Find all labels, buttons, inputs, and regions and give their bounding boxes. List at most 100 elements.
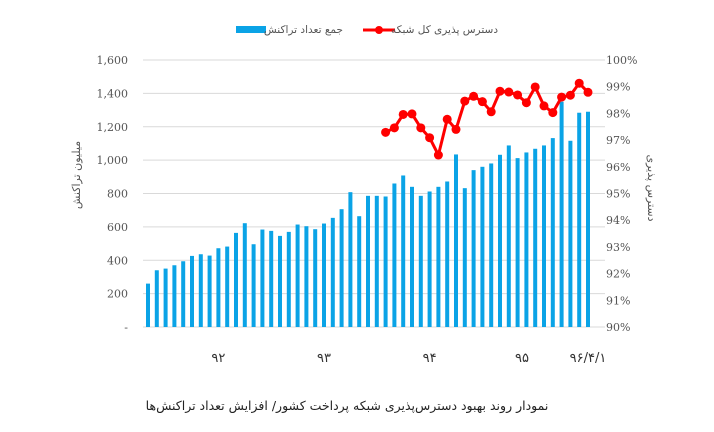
legend-line-marker — [375, 26, 383, 34]
bar — [207, 255, 212, 327]
bar — [339, 209, 344, 327]
bar — [190, 255, 194, 327]
bar — [542, 145, 546, 327]
line-point — [539, 101, 549, 111]
bars — [146, 101, 590, 327]
line-path — [384, 81, 590, 157]
bar — [304, 226, 309, 327]
bar — [506, 145, 511, 327]
bar — [286, 231, 291, 327]
left-axis-ticks: - 200 400 600 800 1,000 1,200 1,400 1,600 — [97, 54, 129, 334]
bar — [313, 229, 318, 327]
legend: جمع تعداد تراکنش دسترس پذیری کل شبکه — [236, 24, 498, 36]
bar — [172, 265, 177, 327]
x-tick-label: ۹۴ — [423, 351, 437, 366]
line-point — [416, 123, 426, 133]
line-point — [425, 133, 435, 143]
line-point — [460, 96, 470, 106]
bar — [330, 217, 335, 327]
bar — [454, 154, 458, 327]
line-point — [407, 109, 417, 119]
line-point — [389, 123, 399, 133]
line-point — [477, 97, 487, 107]
bar — [278, 235, 282, 327]
line-point — [504, 87, 514, 97]
left-tick-label: 200 — [107, 288, 128, 301]
bar — [392, 183, 397, 327]
bar — [225, 246, 230, 327]
left-tick-label: - — [124, 321, 128, 334]
bar — [269, 230, 274, 327]
left-tick-label: 1,600 — [97, 54, 129, 67]
line-point — [513, 90, 523, 100]
line-point — [442, 114, 452, 124]
bar — [251, 244, 256, 327]
right-tick-label: 98% — [606, 107, 630, 120]
bar — [146, 283, 150, 327]
bar — [154, 270, 159, 327]
bar — [260, 229, 265, 327]
bar — [410, 186, 414, 327]
right-tick-label: 97% — [606, 134, 630, 147]
bar — [524, 152, 529, 327]
right-tick-label: 93% — [606, 241, 630, 254]
bar — [401, 175, 406, 327]
bar — [383, 196, 388, 327]
right-tick-label: 96% — [606, 161, 630, 174]
bar — [559, 101, 564, 327]
bar — [489, 163, 494, 327]
bar — [163, 268, 168, 327]
bar — [234, 232, 238, 327]
left-tick-label: 600 — [107, 221, 128, 234]
right-tick-label: 94% — [606, 214, 630, 227]
bar — [348, 192, 353, 327]
bar — [357, 216, 362, 327]
bar — [498, 154, 502, 327]
bar — [533, 148, 538, 327]
right-tick-label: 95% — [606, 188, 630, 201]
bar — [515, 158, 520, 327]
line-point — [521, 98, 531, 108]
right-tick-label: 91% — [606, 294, 630, 307]
left-axis-title: میلیون تراکنش — [70, 141, 83, 209]
availability-line — [381, 78, 593, 160]
left-tick-label: 400 — [107, 254, 128, 267]
bar — [216, 248, 221, 327]
legend-bar-label: جمع تعداد تراکنش — [264, 24, 343, 36]
right-tick-label: 90% — [606, 321, 630, 334]
line-point — [433, 150, 443, 160]
bar — [568, 140, 573, 327]
bar — [480, 166, 485, 327]
bar — [462, 188, 467, 327]
line-point — [486, 107, 496, 117]
bar — [181, 261, 186, 327]
bar — [322, 223, 326, 327]
bar — [445, 181, 450, 327]
line-point — [398, 109, 408, 119]
x-tick-label: ۹۲ — [211, 351, 225, 366]
right-tick-label: 92% — [606, 268, 630, 281]
right-tick-label: 100% — [606, 54, 637, 67]
x-tick-label: ۹۳ — [317, 351, 331, 366]
x-tick-label: ۹۶/۴/۱ — [570, 351, 607, 366]
bar — [436, 186, 441, 327]
line-point — [548, 108, 558, 118]
bar — [471, 170, 476, 327]
bar — [198, 254, 203, 327]
line-point — [574, 78, 584, 88]
bar — [242, 223, 247, 327]
bar — [295, 224, 300, 327]
bar — [366, 195, 370, 327]
right-tick-label: 99% — [606, 81, 630, 94]
bar — [577, 112, 582, 327]
left-tick-label: 1,000 — [97, 154, 129, 167]
x-axis-labels: ۹۲ ۹۳ ۹۴ ۹۵ ۹۶/۴/۱ — [211, 351, 606, 366]
bar — [418, 195, 423, 327]
left-tick-label: 1,400 — [97, 87, 129, 100]
x-tick-label: ۹۵ — [515, 351, 529, 366]
left-tick-label: 1,200 — [97, 121, 129, 134]
bar — [427, 191, 432, 327]
legend-bar-swatch — [236, 26, 266, 33]
bar — [374, 195, 379, 327]
